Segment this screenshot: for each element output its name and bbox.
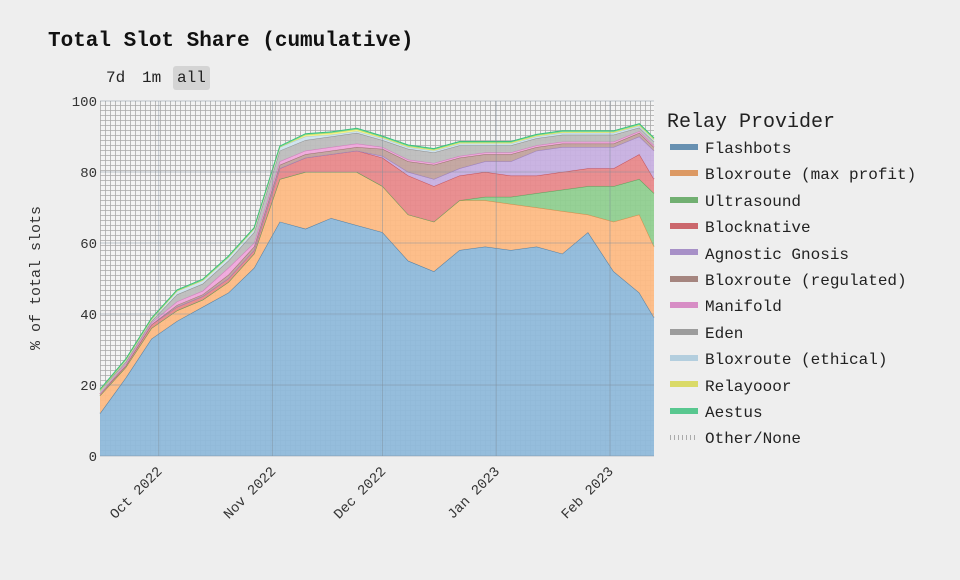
- legend-swatch: [670, 302, 698, 309]
- legend-label: Agnostic Gnosis: [705, 245, 850, 264]
- legend-label: Other/None: [705, 430, 802, 449]
- area-bloxroute-max-profit: [100, 172, 654, 414]
- x-tick-label: Oct 2022: [107, 464, 166, 523]
- legend-swatch: [670, 222, 698, 229]
- y-tick-label: 40: [80, 308, 97, 324]
- legend-label: Eden: [705, 324, 744, 343]
- legend-item-manifold[interactable]: Manifold: [670, 297, 782, 317]
- legend-item-blocknative[interactable]: Blocknative: [670, 218, 811, 238]
- range-button-7d[interactable]: 7d: [106, 69, 126, 87]
- legend-label: Ultrasound: [705, 192, 802, 211]
- legend-label: Bloxroute (regulated): [705, 272, 907, 290]
- legend-swatch: [670, 354, 698, 361]
- range-button-all[interactable]: all: [173, 66, 210, 90]
- legend-swatch: [670, 170, 698, 177]
- x-tick-label: Feb 2023: [559, 464, 618, 523]
- legend-swatch: [670, 381, 698, 388]
- legend-item-agnostic-gnosis[interactable]: Agnostic Gnosis: [670, 245, 849, 265]
- y-tick-label: 80: [80, 166, 97, 182]
- legend-swatch: [670, 434, 698, 440]
- legend-swatch: [670, 249, 698, 256]
- range-button-1m[interactable]: 1m: [142, 69, 162, 87]
- legend-swatch: [670, 196, 698, 203]
- legend-swatch: [670, 275, 698, 282]
- line-aestus: [99, 123, 655, 390]
- y-tick-label: 20: [80, 379, 97, 395]
- y-tick-label: 100: [72, 95, 97, 111]
- legend-item-flashbots[interactable]: Flashbots: [670, 139, 791, 159]
- area-ultrasound: [100, 172, 654, 396]
- legend-item-bloxroute-regulated[interactable]: Bloxroute (regulated): [670, 271, 907, 291]
- area-blocknative: [100, 150, 654, 396]
- legend-item-other-none[interactable]: Other/None: [670, 429, 801, 449]
- legend-swatch: [670, 143, 698, 150]
- legend-label: Aestus: [705, 404, 763, 422]
- legend-label: Bloxroute (ethical): [705, 351, 888, 370]
- y-tick-label: 60: [80, 237, 97, 253]
- legend-swatch: [670, 328, 698, 335]
- y-axis-label: % of total slots: [28, 206, 45, 350]
- area-agnostic-gnosis: [100, 136, 654, 394]
- area-flashbots: [100, 218, 654, 456]
- legend-item-ultrasound[interactable]: Ultrasound: [670, 192, 801, 212]
- x-tick-label: Nov 2022: [221, 464, 280, 523]
- legend-swatch: [670, 407, 698, 414]
- legend-item-bloxroute-max-profit[interactable]: Bloxroute (max profit): [670, 165, 916, 185]
- legend-item-aestus[interactable]: Aestus: [670, 403, 763, 423]
- x-tick-label: Dec 2022: [331, 464, 390, 523]
- legend-title: Relay Provider: [667, 111, 836, 134]
- y-tick-label: 0: [89, 450, 97, 466]
- legend-item-eden[interactable]: Eden: [670, 324, 743, 344]
- legend-label: Blocknative: [705, 219, 811, 238]
- chart-title: Total Slot Share (cumulative): [48, 30, 414, 53]
- legend-label: Relayooor: [705, 377, 792, 396]
- x-tick-label: Jan 2023: [445, 464, 504, 523]
- legend-label: Bloxroute (max profit): [705, 166, 917, 185]
- legend-label: Flashbots: [705, 140, 792, 158]
- legend-label: Manifold: [705, 298, 782, 317]
- legend-item-relayooor[interactable]: Relayooor: [670, 377, 791, 397]
- legend-item-bloxroute-ethical[interactable]: Bloxroute (ethical): [670, 350, 887, 370]
